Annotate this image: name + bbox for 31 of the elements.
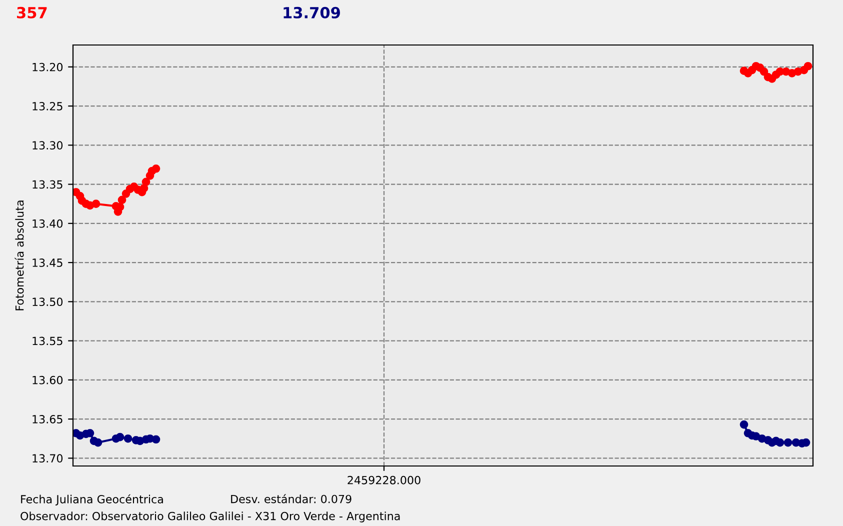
point	[118, 196, 126, 204]
y-tick-label: 13.25	[32, 102, 62, 110]
y-tick-label: 13.50	[32, 298, 63, 306]
point	[92, 200, 100, 208]
point	[740, 420, 748, 429]
point	[152, 435, 160, 444]
y-tick-label: 13.45	[32, 258, 62, 267]
point	[142, 178, 150, 186]
point	[152, 164, 160, 173]
y-tick-label: 13.55	[32, 336, 62, 346]
y-tick-label: 13.30	[32, 141, 63, 150]
point	[94, 438, 102, 447]
y-tick-label: 13.70	[32, 454, 63, 463]
text: 13.709	[284, 6, 340, 18]
y-tick-label: 13.35	[32, 180, 62, 189]
y-axis-title: Fotometría absoluta	[14, 200, 24, 310]
y-tick-label: 13.65	[32, 415, 62, 424]
point	[776, 438, 784, 447]
text: Observador: Observatorio Galileo Galilei - X31 Oro Verde - Argentina	[20, 512, 400, 522]
text: Fecha Juliana Geocéntrica	[21, 494, 163, 506]
point	[760, 67, 768, 76]
y-tick-label: 13.60	[32, 376, 63, 384]
y-tick-label: 13.20	[32, 62, 63, 72]
y-tick-label: 13.40	[32, 219, 63, 228]
text: 357	[17, 6, 47, 18]
point	[784, 438, 792, 447]
x-tick-label: 2459228.000	[348, 476, 420, 484]
text: Desv. estándar: 0.079	[231, 494, 352, 504]
point	[124, 434, 132, 443]
point	[116, 432, 124, 442]
point	[804, 62, 812, 70]
